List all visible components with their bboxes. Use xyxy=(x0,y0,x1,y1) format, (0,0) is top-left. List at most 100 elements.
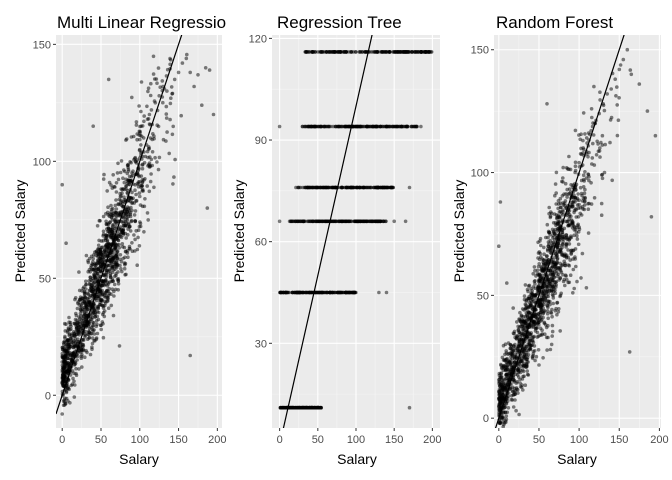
data-point xyxy=(113,287,118,292)
data-point xyxy=(168,117,172,122)
data-point xyxy=(82,285,86,289)
data-point xyxy=(603,142,607,147)
data-point xyxy=(551,261,556,265)
data-point xyxy=(549,269,553,273)
data-point xyxy=(117,243,121,247)
data-point xyxy=(522,294,527,298)
data-point xyxy=(99,252,104,257)
data-point xyxy=(211,112,216,117)
data-point xyxy=(653,133,658,138)
data-point xyxy=(571,205,575,209)
data-point xyxy=(533,268,537,273)
data-point xyxy=(616,118,621,122)
data-point xyxy=(549,342,554,347)
data-point xyxy=(95,281,99,285)
data-point xyxy=(522,364,526,369)
data-point xyxy=(130,241,134,245)
data-point xyxy=(332,290,337,295)
data-point xyxy=(72,395,77,399)
data-point xyxy=(602,108,607,113)
data-point xyxy=(150,163,154,168)
data-point xyxy=(68,401,72,405)
data-point xyxy=(582,207,587,212)
data-point xyxy=(536,264,541,269)
x-tick-label: 50 xyxy=(533,434,545,446)
data-point xyxy=(537,288,541,292)
data-point xyxy=(551,221,556,225)
data-point xyxy=(567,280,572,285)
data-point xyxy=(180,61,185,65)
data-point xyxy=(406,50,411,54)
data-point xyxy=(538,298,542,303)
data-point xyxy=(152,77,157,81)
data-point xyxy=(121,215,126,219)
data-point xyxy=(415,124,419,129)
data-point xyxy=(328,290,332,295)
data-point xyxy=(133,237,137,242)
data-point xyxy=(95,270,99,274)
data-point xyxy=(557,210,562,214)
data-point xyxy=(148,179,153,184)
data-point xyxy=(513,342,517,347)
data-point xyxy=(598,90,602,94)
data-point xyxy=(101,177,106,181)
data-point xyxy=(95,258,100,263)
data-point xyxy=(110,265,114,270)
data-point xyxy=(99,257,103,262)
data-point xyxy=(571,267,576,272)
data-point xyxy=(333,185,338,190)
data-point xyxy=(96,305,100,309)
data-point xyxy=(134,123,139,127)
data-point xyxy=(525,364,529,369)
data-point xyxy=(84,253,89,258)
data-point xyxy=(126,165,130,170)
data-point xyxy=(555,260,560,265)
data-point xyxy=(557,250,561,254)
data-point xyxy=(583,195,587,200)
data-point xyxy=(399,124,404,129)
data-point xyxy=(148,93,153,98)
data-point xyxy=(106,77,111,82)
data-point xyxy=(531,285,536,289)
data-point xyxy=(505,382,510,387)
data-point xyxy=(537,257,542,262)
data-point xyxy=(537,250,542,254)
data-point xyxy=(105,299,109,303)
data-point xyxy=(530,355,535,359)
data-point xyxy=(545,309,550,313)
data-point xyxy=(573,207,578,211)
data-point xyxy=(66,346,71,351)
data-point xyxy=(518,384,523,389)
data-point xyxy=(565,277,569,282)
data-point xyxy=(117,246,122,250)
data-point xyxy=(553,288,557,293)
data-point xyxy=(104,219,108,224)
data-point xyxy=(556,310,561,314)
data-point xyxy=(545,311,550,316)
data-point xyxy=(579,191,584,196)
data-point xyxy=(100,312,105,317)
data-point xyxy=(531,352,536,356)
data-point xyxy=(555,301,559,305)
data-point xyxy=(518,310,522,315)
data-point xyxy=(497,378,501,382)
data-point xyxy=(130,171,134,175)
data-point xyxy=(80,296,85,301)
data-point xyxy=(124,221,129,225)
y-axis-title: Predicted Salary xyxy=(231,180,247,283)
data-point xyxy=(134,199,138,203)
data-point xyxy=(138,221,143,226)
data-point xyxy=(596,142,600,146)
data-point xyxy=(598,98,602,102)
data-point xyxy=(615,85,619,89)
data-point xyxy=(106,296,110,300)
data-point xyxy=(101,335,106,340)
data-point xyxy=(147,112,152,117)
data-point xyxy=(185,52,189,57)
y-axis-title: Predicted Salary xyxy=(12,180,28,283)
data-point xyxy=(558,293,563,298)
data-point xyxy=(615,103,619,107)
data-point xyxy=(123,249,128,254)
data-point xyxy=(111,251,115,255)
data-point xyxy=(68,328,72,332)
